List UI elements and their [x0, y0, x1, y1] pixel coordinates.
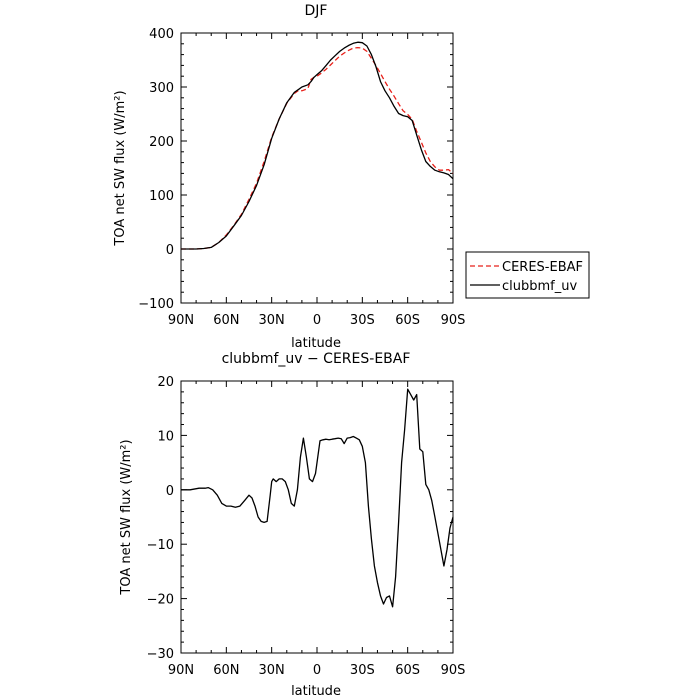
legend-box [465, 251, 590, 299]
bottom-x-tick-label: 90S [441, 663, 466, 678]
top-y-tick-label: 300 [149, 81, 174, 96]
top-x-tick-label: 30S [350, 313, 375, 328]
top-x-tick-label: 90N [168, 313, 194, 328]
top-y-axis-label: TOA net SW flux (W/m²) [113, 90, 128, 246]
bottom-y-tick-label: −30 [147, 647, 174, 662]
bottom-x-tick-label: 30S [350, 663, 375, 678]
bottom-x-tick-label: 30N [259, 663, 285, 678]
top-y-tick-label: −100 [138, 297, 174, 312]
top-x-tick-label: 0 [313, 313, 321, 328]
top-x-axis-label: latitude [291, 336, 341, 351]
top-y-ticks: −100 0 100 200 300 400 [138, 27, 453, 312]
top-x-ticks: 90N 60N 30N 0 30S 60S 90S [168, 33, 466, 328]
legend-label-ceres: CERES-EBAF [502, 260, 583, 275]
bottom-series-line-difference [181, 388, 454, 608]
bottom-panel: clubbmf_uv − CERES-EBAF −30 −20 −10 0 10 20 9… [119, 351, 465, 699]
top-y-tick-label: 400 [149, 27, 174, 42]
top-x-tick-label: 60S [395, 313, 420, 328]
bottom-x-tick-label: 0 [313, 663, 321, 678]
legend: CERES-EBAF clubbmf_uv [465, 251, 590, 299]
bottom-series-lines [181, 388, 454, 608]
bottom-y-tick-label: 10 [157, 429, 174, 444]
bottom-x-tick-label: 90N [168, 663, 194, 678]
top-x-tick-label: 60N [213, 313, 239, 328]
legend-label-clubbmf: clubbmf_uv [502, 279, 577, 294]
bottom-x-tick-label: 60S [395, 663, 420, 678]
bottom-y-tick-label: −10 [147, 538, 174, 553]
bottom-chart-title: clubbmf_uv − CERES-EBAF [222, 351, 411, 367]
bottom-y-tick-label: 0 [166, 484, 174, 499]
bottom-x-ticks: 90N 60N 30N 0 30S 60S 90S [168, 381, 466, 678]
top-plot-frame [180, 32, 454, 304]
top-x-tick-label: 30N [259, 313, 285, 328]
top-y-tick-label: 100 [149, 189, 174, 204]
top-y-tick-label: 200 [149, 135, 174, 150]
bottom-x-axis-label: latitude [291, 684, 341, 699]
bottom-x-tick-label: 60N [213, 663, 239, 678]
bottom-y-axis-label: TOA net SW flux (W/m²) [119, 439, 134, 595]
top-x-tick-label: 90S [441, 313, 466, 328]
top-series-line-ceres-ebaf [181, 46, 454, 250]
top-chart-title: DJF [305, 3, 328, 19]
bottom-y-tick-label: −20 [147, 593, 174, 608]
bottom-y-ticks: −30 −20 −10 0 10 20 [147, 375, 453, 662]
top-y-tick-label: 0 [166, 243, 174, 258]
top-series-line-clubbmf-uv [181, 41, 454, 250]
bottom-plot-frame [180, 380, 454, 654]
bottom-y-tick-label: 20 [157, 375, 174, 390]
top-series-lines [181, 41, 454, 250]
